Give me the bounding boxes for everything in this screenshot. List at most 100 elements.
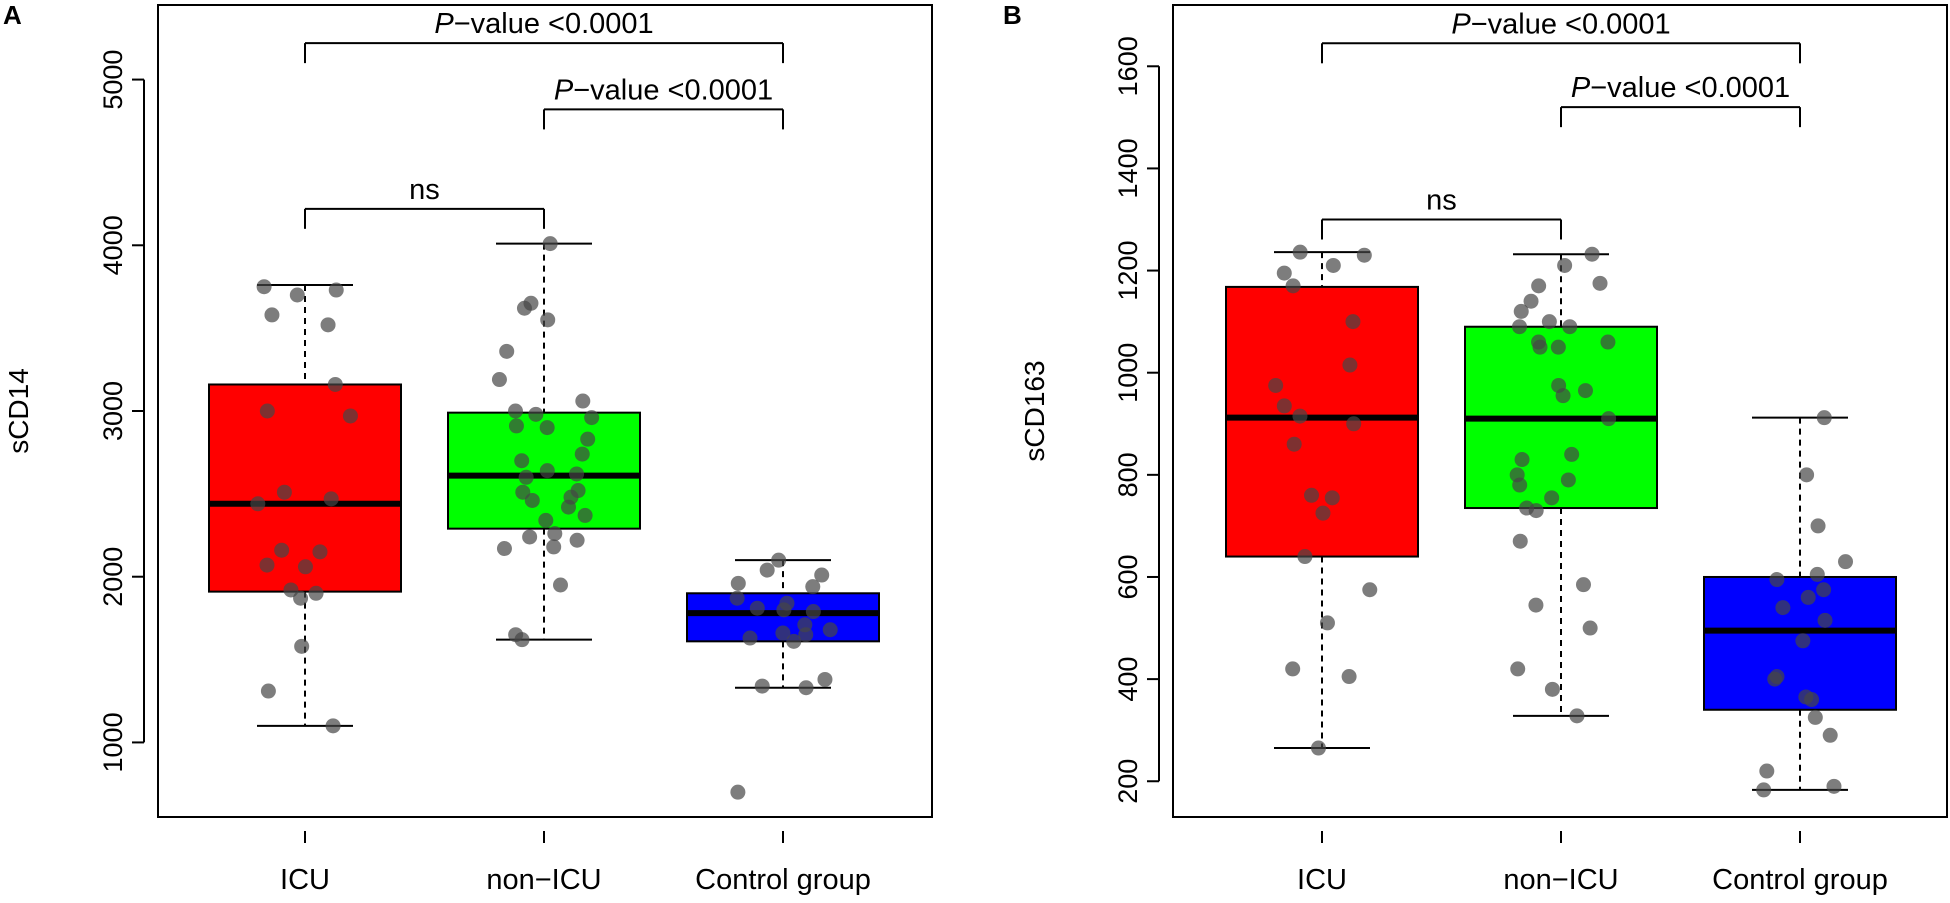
data-point — [1575, 577, 1591, 593]
significance-label-italic: P — [554, 74, 574, 106]
y-tick-label: 400 — [1113, 657, 1143, 702]
data-point — [1512, 533, 1528, 549]
data-point — [264, 307, 280, 323]
data-point — [491, 372, 507, 388]
data-point — [560, 499, 576, 515]
data-point — [274, 542, 290, 558]
data-point — [528, 406, 544, 422]
data-point — [1285, 661, 1301, 677]
data-point — [580, 431, 596, 447]
data-point — [1555, 388, 1571, 404]
data-point — [297, 559, 313, 575]
data-point — [256, 279, 272, 295]
data-point — [1531, 278, 1547, 294]
data-point — [754, 678, 770, 694]
data-point — [814, 567, 830, 583]
significance-label-text: −value <0.0001 — [454, 8, 654, 40]
significance-label-text: −value <0.0001 — [1471, 8, 1671, 40]
data-point — [771, 552, 787, 568]
data-point — [540, 312, 556, 328]
data-point — [308, 585, 324, 601]
data-point — [1577, 383, 1593, 399]
data-point — [798, 680, 814, 696]
data-point — [1541, 314, 1557, 330]
data-point — [1532, 339, 1548, 355]
data-point — [539, 420, 555, 436]
data-point — [1319, 615, 1335, 631]
data-point — [507, 403, 523, 419]
panel-a-plot-frame — [157, 4, 933, 818]
panel-a-x-axis: ICU non−ICU Control group — [280, 831, 871, 896]
data-point — [776, 602, 792, 618]
data-point — [1800, 589, 1816, 605]
significance-label: P−value <0.0001 — [1571, 72, 1790, 104]
data-point — [817, 671, 833, 687]
data-point — [1584, 246, 1600, 262]
data-point — [1795, 633, 1811, 649]
data-point — [514, 632, 530, 648]
significance-label: ns — [1426, 184, 1457, 216]
panel-b-plot-frame — [1172, 4, 1948, 818]
data-point — [569, 466, 585, 482]
data-point — [1285, 278, 1301, 294]
data-point — [1304, 487, 1320, 503]
data-point — [1767, 671, 1783, 687]
data-point — [1562, 319, 1578, 335]
category-label: Control group — [1712, 864, 1888, 896]
data-point — [1292, 408, 1308, 424]
data-point — [1310, 740, 1326, 756]
data-point — [1775, 600, 1791, 616]
data-point — [1342, 357, 1358, 373]
data-point — [1816, 410, 1832, 426]
significance-label: P−value <0.0001 — [434, 8, 653, 40]
data-point — [759, 562, 775, 578]
data-point — [325, 718, 341, 734]
data-point — [749, 600, 765, 616]
significance-label-italic: P — [1451, 8, 1471, 40]
panel-a-letter: A — [3, 0, 22, 30]
data-point — [1816, 582, 1832, 598]
data-point — [1315, 505, 1331, 521]
data-point — [260, 683, 276, 699]
y-tick-label: 2000 — [98, 547, 128, 607]
panel-b: B sCD163 200 400 600 800 1000 1200 1400 1600 ns… — [1003, 0, 1948, 896]
data-point — [569, 532, 585, 548]
significance-label-text: −value <0.0001 — [1590, 72, 1790, 104]
data-point — [742, 630, 758, 646]
significance-label-text: ns — [1426, 184, 1457, 216]
data-point — [259, 403, 275, 419]
data-point — [1557, 257, 1573, 273]
y-tick-label: 1000 — [1113, 343, 1143, 403]
data-point — [546, 539, 562, 555]
data-point — [1799, 467, 1815, 483]
data-point — [1346, 416, 1362, 432]
data-point — [323, 491, 339, 507]
data-point — [293, 590, 309, 606]
data-point — [1544, 490, 1560, 506]
panel-a-points — [250, 236, 838, 800]
data-point — [1601, 411, 1617, 427]
category-label: non−ICU — [486, 864, 601, 896]
data-point — [1592, 275, 1608, 291]
panel-b-x-axis: ICU non−ICU Control group — [1297, 831, 1888, 896]
data-point — [508, 418, 524, 434]
data-point — [1268, 377, 1284, 393]
data-point — [328, 282, 344, 298]
data-point — [1324, 490, 1340, 506]
data-point — [1325, 257, 1341, 273]
data-point — [259, 557, 275, 573]
data-point — [1341, 669, 1357, 685]
data-point — [514, 453, 530, 469]
data-point — [342, 408, 358, 424]
data-point — [729, 590, 745, 606]
data-point — [1569, 708, 1585, 724]
category-label: ICU — [1297, 864, 1347, 896]
data-point — [1356, 247, 1372, 263]
data-point — [1560, 472, 1576, 488]
data-point — [730, 784, 746, 800]
panel-b-points — [1268, 244, 1854, 798]
data-point — [1544, 681, 1560, 697]
panel-b-boxes — [1225, 251, 1897, 791]
